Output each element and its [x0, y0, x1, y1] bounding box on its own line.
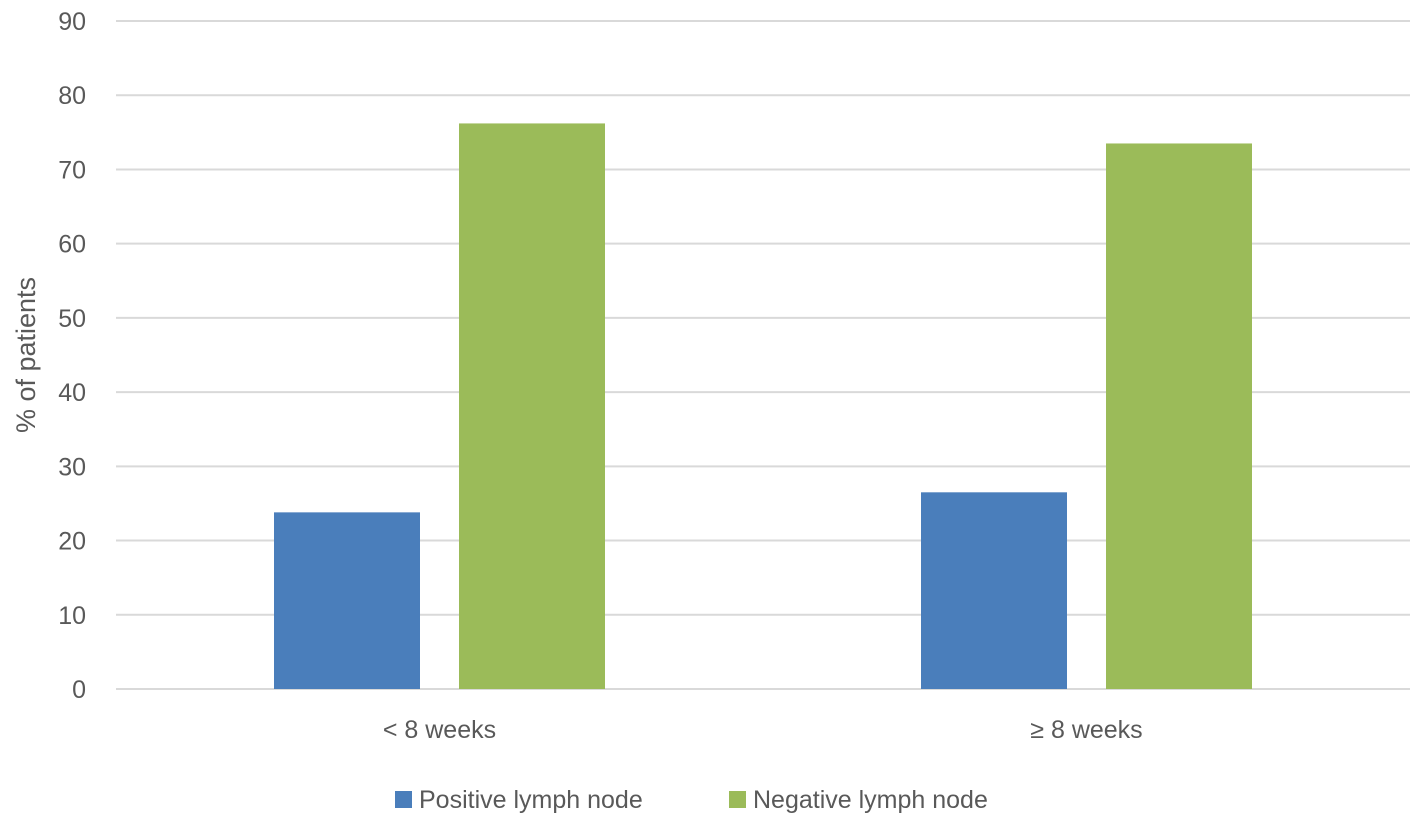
legend-label: Positive lymph node: [419, 786, 643, 814]
bar-negative-lymph-node: [459, 123, 605, 690]
y-tick-label: 80: [58, 82, 86, 110]
bar-positive-lymph-node: [274, 512, 420, 689]
x-tick-labels: < 8 weeks ≥ 8 weeks: [383, 716, 1143, 744]
y-tick-label: 20: [58, 528, 86, 556]
y-tick-label: 0: [72, 676, 86, 704]
legend: Positive lymph node Negative lymph node: [395, 786, 988, 814]
y-axis-label: % of patients: [11, 277, 41, 433]
x-tick-label: < 8 weeks: [383, 716, 496, 744]
y-tick-labels: 0 10 20 30 40 50 60 70 80 90: [58, 8, 86, 704]
y-tick-label: 60: [58, 231, 86, 259]
legend-label: Negative lymph node: [753, 786, 988, 814]
bars: [274, 123, 1252, 690]
y-tick-label: 90: [58, 8, 86, 36]
bar-negative-lymph-node: [1106, 143, 1252, 689]
y-tick-label: 10: [58, 602, 86, 630]
y-tick-label: 40: [58, 379, 86, 407]
legend-swatch: [729, 791, 746, 808]
y-tick-label: 70: [58, 156, 86, 184]
y-tick-label: 50: [58, 305, 86, 333]
x-tick-label: ≥ 8 weeks: [1030, 716, 1142, 744]
y-tick-label: 30: [58, 453, 86, 481]
bar-positive-lymph-node: [921, 492, 1067, 689]
legend-swatch: [395, 791, 412, 808]
